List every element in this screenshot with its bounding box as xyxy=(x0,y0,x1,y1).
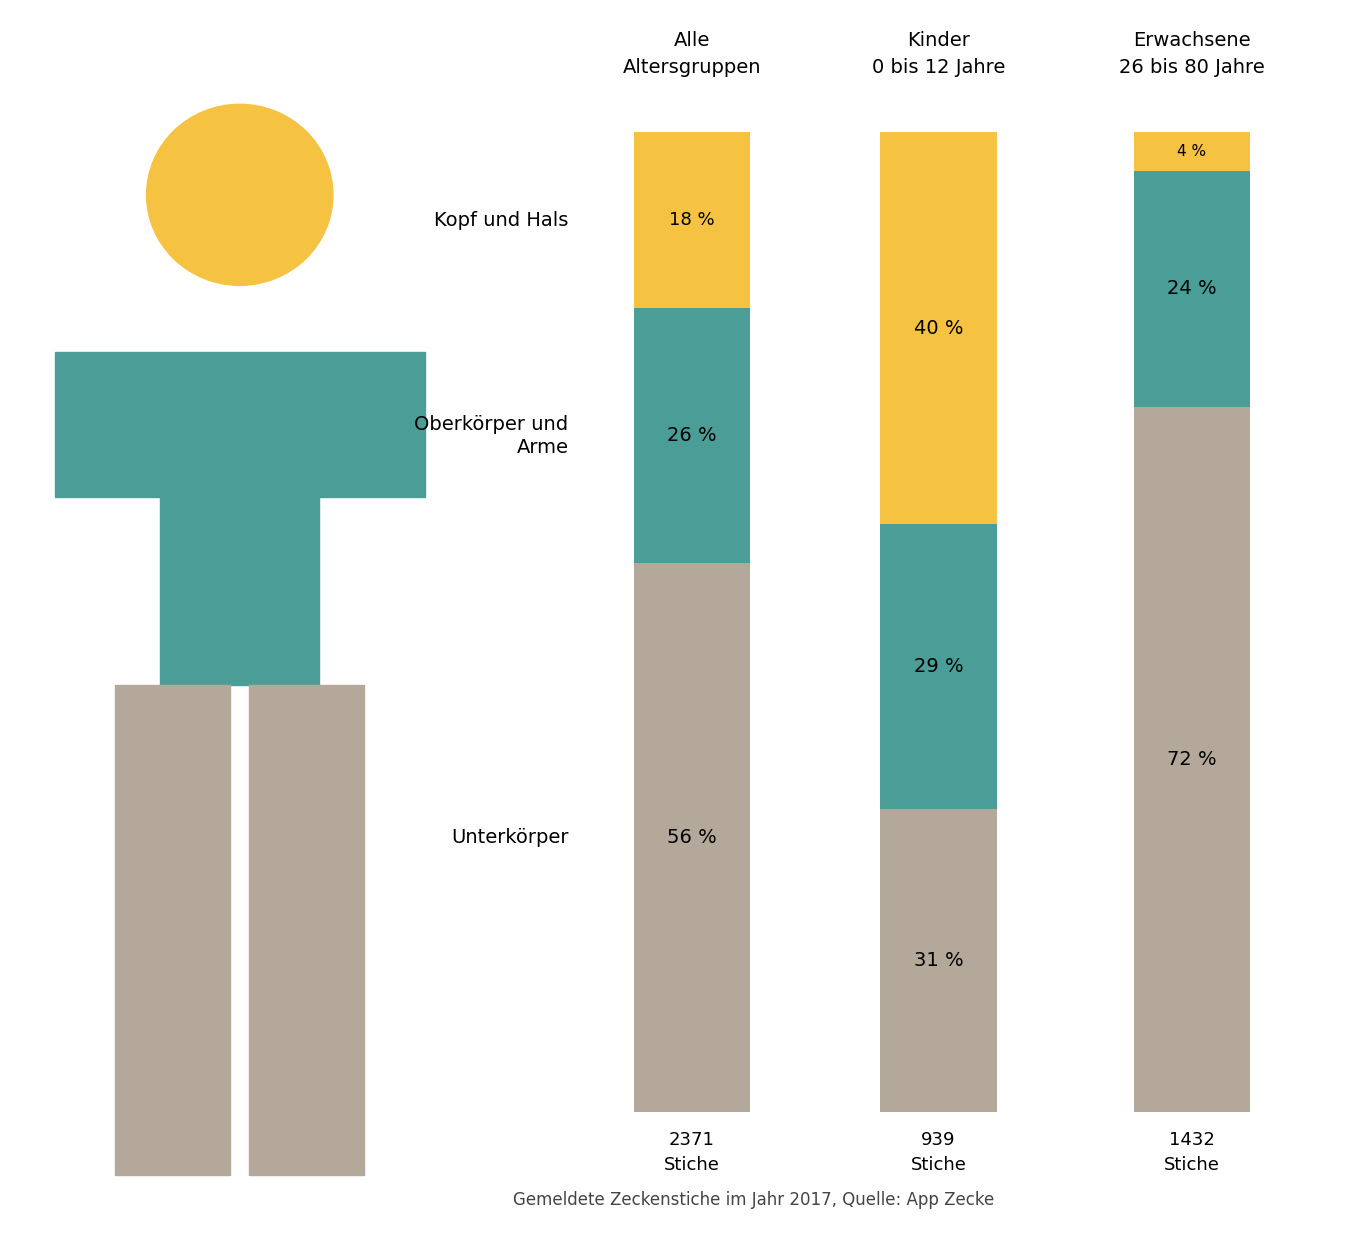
Text: Kopf und Hals: Kopf und Hals xyxy=(434,211,569,230)
Text: 1432
Stiche: 1432 Stiche xyxy=(1164,1131,1219,1174)
Text: 24 %: 24 % xyxy=(1167,279,1217,298)
Text: Gemeldete Zeckenstiche im Jahr 2017, Quelle: App Zecke: Gemeldete Zeckenstiche im Jahr 2017, Que… xyxy=(512,1192,995,1209)
Bar xyxy=(1133,406,1249,1112)
Text: Erwachsene
26 bis 80 Jahre: Erwachsene 26 bis 80 Jahre xyxy=(1119,31,1265,77)
Polygon shape xyxy=(55,352,425,685)
Text: 40 %: 40 % xyxy=(914,318,963,338)
Bar xyxy=(881,132,997,524)
Text: 939
Stiche: 939 Stiche xyxy=(911,1131,966,1174)
Text: 26 %: 26 % xyxy=(667,426,717,445)
Ellipse shape xyxy=(147,104,333,285)
Bar xyxy=(633,132,749,308)
Bar xyxy=(633,563,749,1112)
Text: 4 %: 4 % xyxy=(1177,145,1207,160)
Text: Unterkörper: Unterkörper xyxy=(451,828,569,847)
Text: Alle
Altersgruppen: Alle Altersgruppen xyxy=(622,31,762,77)
Bar xyxy=(633,308,749,563)
Bar xyxy=(881,524,997,808)
Text: 31 %: 31 % xyxy=(914,952,963,970)
Bar xyxy=(881,808,997,1112)
Text: 72 %: 72 % xyxy=(1167,750,1217,769)
Text: Kinder
0 bis 12 Jahre: Kinder 0 bis 12 Jahre xyxy=(871,31,1006,77)
Bar xyxy=(249,685,364,1175)
Text: 18 %: 18 % xyxy=(669,211,715,229)
Text: 56 %: 56 % xyxy=(667,828,717,847)
Bar xyxy=(115,685,230,1175)
Bar xyxy=(1133,132,1249,171)
Text: 29 %: 29 % xyxy=(914,657,963,676)
Text: Oberkörper und
Arme: Oberkörper und Arme xyxy=(414,415,569,458)
Text: 2371
Stiche: 2371 Stiche xyxy=(664,1131,719,1174)
Bar xyxy=(1133,171,1249,406)
